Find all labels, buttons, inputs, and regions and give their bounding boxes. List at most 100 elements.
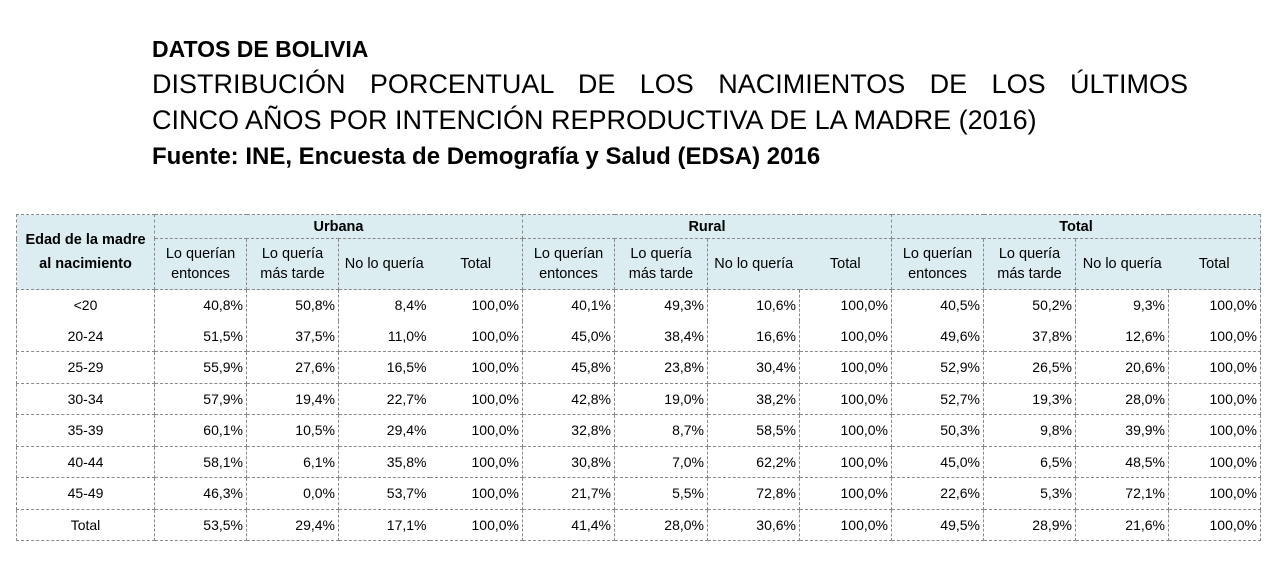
- value-cell: 45,8%: [522, 351, 615, 384]
- value-cell: 10,5%: [246, 414, 339, 447]
- table-row: 20-24 51,5% 37,5% 11,0% 100,0% 45,0% 38,4% 16,6…: [16, 320, 1261, 352]
- value-cell: 35,8%: [338, 445, 430, 478]
- value-cell: 58,1%: [154, 445, 247, 478]
- column-header-line: entonces: [171, 266, 230, 282]
- value-cell: 100,0%: [429, 289, 523, 321]
- column-header: Lo querían entonces: [522, 238, 615, 290]
- column-header-line: Lo querían: [902, 246, 973, 262]
- value-cell: 5,3%: [983, 477, 1076, 510]
- value-cell: 30,6%: [707, 508, 800, 541]
- age-cell: <20: [16, 289, 155, 321]
- value-cell: 30,4%: [707, 351, 800, 384]
- value-cell: 100,0%: [429, 382, 523, 415]
- value-cell: 72,1%: [1075, 477, 1169, 510]
- value-cell: 16,5%: [338, 351, 430, 384]
- value-cell: 22,7%: [338, 382, 430, 415]
- column-header-line: No lo quería: [344, 256, 424, 272]
- value-cell: 8,4%: [338, 289, 430, 321]
- age-cell: 30-34: [16, 382, 155, 415]
- age-cell: 45-49: [16, 477, 155, 510]
- group-header: Urbana: [154, 214, 523, 239]
- column-header: Lo querían entonces: [154, 238, 247, 290]
- age-cell: 25-29: [16, 351, 155, 384]
- value-cell: 37,8%: [983, 320, 1076, 352]
- value-cell: 100,0%: [799, 289, 892, 321]
- value-cell: 19,4%: [246, 382, 339, 415]
- value-cell: 100,0%: [799, 508, 892, 541]
- value-cell: 100,0%: [799, 477, 892, 510]
- value-cell: 32,8%: [522, 414, 615, 447]
- value-cell: 11,0%: [338, 320, 430, 352]
- value-cell: 60,1%: [154, 414, 247, 447]
- column-header-line: entonces: [539, 266, 598, 282]
- column-header-line: Total: [460, 256, 492, 272]
- value-cell: 29,4%: [338, 414, 430, 447]
- value-cell: 40,1%: [522, 289, 615, 321]
- value-cell: 100,0%: [429, 445, 523, 478]
- data-table: Edad de la madre al nacimiento Urbana Ru…: [16, 214, 1261, 541]
- value-cell: 52,7%: [891, 382, 984, 415]
- column-header: No lo quería: [1075, 238, 1169, 290]
- column-header-line: Total: [1198, 256, 1230, 272]
- column-header-line: más tarde: [260, 266, 325, 282]
- value-cell: 53,7%: [338, 477, 430, 510]
- value-cell: 19,0%: [614, 382, 708, 415]
- value-cell: 27,6%: [246, 351, 339, 384]
- value-cell: 46,3%: [154, 477, 247, 510]
- column-header: Total: [1168, 238, 1261, 290]
- table-header: Edad de la madre al nacimiento Urbana Ru…: [16, 214, 1261, 290]
- value-cell: 100,0%: [1168, 289, 1261, 321]
- column-header-line: No lo quería: [1082, 256, 1162, 272]
- table-row: 35-39 60,1% 10,5% 29,4% 100,0% 32,8% 8,7% 58,5%…: [16, 414, 1261, 447]
- value-cell: 5,5%: [614, 477, 708, 510]
- value-cell: 20,6%: [1075, 351, 1169, 384]
- value-cell: 45,0%: [522, 320, 615, 352]
- value-cell: 0,0%: [246, 477, 339, 510]
- value-cell: 16,6%: [707, 320, 800, 352]
- value-cell: 62,2%: [707, 445, 800, 478]
- age-cell: 35-39: [16, 414, 155, 447]
- value-cell: 40,5%: [891, 289, 984, 321]
- value-cell: 52,9%: [891, 351, 984, 384]
- column-header: No lo quería: [338, 238, 430, 290]
- value-cell: 17,1%: [338, 508, 430, 541]
- value-cell: 100,0%: [429, 414, 523, 447]
- value-cell: 100,0%: [799, 320, 892, 352]
- title: DATOS DE BOLIVIA: [152, 36, 369, 62]
- value-cell: 57,9%: [154, 382, 247, 415]
- column-header: Total: [429, 238, 523, 290]
- column-header: Lo querían entonces: [891, 238, 984, 290]
- value-cell: 23,8%: [614, 351, 708, 384]
- row-header: Edad de la madre al nacimiento: [16, 214, 155, 290]
- value-cell: 8,7%: [614, 414, 708, 447]
- table-row: 45-49 46,3% 0,0% 53,7% 100,0% 21,7% 5,5% 72,8% 1…: [16, 477, 1261, 510]
- value-cell: 50,8%: [246, 289, 339, 321]
- age-cell: Total: [16, 508, 155, 541]
- value-cell: 38,4%: [614, 320, 708, 352]
- age-cell: 40-44: [16, 445, 155, 478]
- value-cell: 30,8%: [522, 445, 615, 478]
- value-cell: 100,0%: [429, 351, 523, 384]
- value-cell: 38,2%: [707, 382, 800, 415]
- value-cell: 100,0%: [799, 382, 892, 415]
- value-cell: 29,4%: [246, 508, 339, 541]
- table-row: <20 40,8% 50,8% 8,4% 100,0% 40,1% 49,3% 10,6% 10…: [16, 289, 1261, 321]
- value-cell: 100,0%: [799, 445, 892, 478]
- value-cell: 100,0%: [1168, 320, 1261, 352]
- value-cell: 100,0%: [799, 351, 892, 384]
- column-header: Lo quería más tarde: [246, 238, 339, 290]
- value-cell: 28,0%: [614, 508, 708, 541]
- value-cell: 50,2%: [983, 289, 1076, 321]
- value-cell: 26,5%: [983, 351, 1076, 384]
- column-header: Lo quería más tarde: [983, 238, 1076, 290]
- column-header: No lo quería: [707, 238, 800, 290]
- value-cell: 28,9%: [983, 508, 1076, 541]
- value-cell: 51,5%: [154, 320, 247, 352]
- value-cell: 72,8%: [707, 477, 800, 510]
- column-header-line: más tarde: [997, 266, 1062, 282]
- value-cell: 21,7%: [522, 477, 615, 510]
- column-header-line: Lo quería: [261, 246, 324, 262]
- value-cell: 100,0%: [429, 508, 523, 541]
- value-cell: 10,6%: [707, 289, 800, 321]
- value-cell: 39,9%: [1075, 414, 1169, 447]
